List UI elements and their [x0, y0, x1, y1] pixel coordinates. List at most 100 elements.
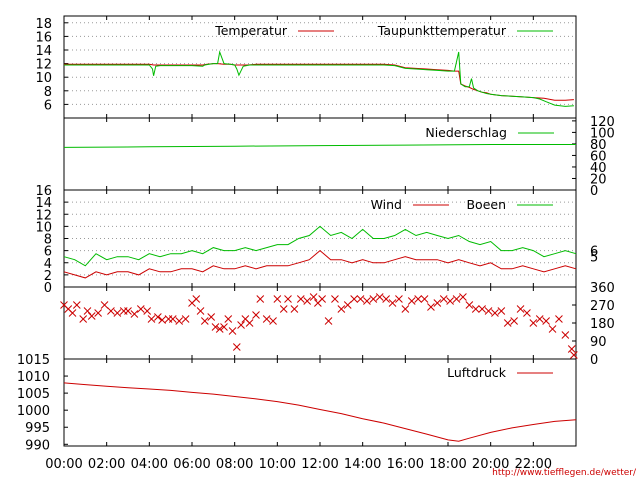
- data-point-stroke: [375, 293, 384, 301]
- x-tick-label: 10:00: [259, 457, 296, 472]
- data-point-stroke: [324, 317, 333, 325]
- data-point-wind-direction: [407, 297, 416, 305]
- data-point-stroke: [510, 317, 518, 325]
- data-point-stroke: [154, 313, 162, 321]
- data-point-stroke: [228, 327, 237, 335]
- legend-temperatur-label: Temperatur: [214, 23, 288, 38]
- y-tick-label: 18: [35, 17, 52, 32]
- data-point-stroke: [83, 307, 92, 315]
- data-point-wind-direction: [290, 305, 299, 313]
- data-point-wind-direction: [395, 295, 403, 303]
- data-point-stroke: [207, 313, 216, 321]
- data-point-wind-direction: [181, 315, 190, 323]
- data-point-wind-direction: [478, 305, 486, 313]
- data-point-stroke: [414, 295, 422, 303]
- data-point-stroke: [147, 315, 156, 323]
- x-tick-label: 22:00: [515, 457, 552, 472]
- data-point-wind-direction: [232, 343, 241, 351]
- y-tick-label: 12: [35, 208, 52, 223]
- data-point-stroke: [211, 323, 220, 331]
- data-point-stroke: [478, 305, 486, 313]
- data-point-wind-direction: [324, 317, 333, 325]
- data-point-stroke: [296, 295, 305, 303]
- data-point-stroke: [196, 307, 205, 315]
- data-point-stroke: [548, 325, 557, 333]
- data-point-wind-direction: [309, 293, 318, 301]
- data-point-wind-direction: [388, 299, 397, 307]
- data-point-stroke: [72, 301, 81, 309]
- x-tick-label: 08:00: [216, 457, 253, 472]
- data-point-stroke: [113, 309, 122, 317]
- data-point-stroke: [401, 305, 410, 313]
- data-point-stroke: [471, 305, 480, 313]
- data-point-wind-direction: [427, 303, 435, 311]
- data-point-wind-direction: [237, 321, 245, 329]
- data-point-wind-direction: [175, 317, 184, 325]
- data-point-wind-direction: [168, 315, 177, 323]
- data-point-stroke: [68, 309, 77, 317]
- data-point-wind-direction: [72, 301, 81, 309]
- y-tick-label: 1015: [17, 353, 50, 368]
- data-point-stroke: [516, 305, 525, 313]
- y-tick-label-right: 180: [590, 317, 615, 332]
- y-tick-label: 10: [35, 220, 52, 235]
- data-point-stroke: [570, 351, 578, 359]
- data-point-wind-direction: [158, 316, 166, 324]
- data-point-wind-direction: [130, 310, 139, 318]
- data-point-wind-direction: [350, 295, 358, 303]
- data-point-wind-direction: [79, 315, 88, 323]
- data-point-stroke: [331, 295, 339, 303]
- x-tick-label: 20:00: [472, 457, 509, 472]
- data-point-wind-direction: [570, 351, 578, 359]
- panel-frame-4: [63, 286, 577, 360]
- data-point-wind-direction: [535, 315, 544, 323]
- data-point-wind-direction: [375, 293, 384, 301]
- data-point-stroke: [60, 301, 68, 309]
- data-point-stroke: [262, 315, 271, 323]
- legend-wind-label: Wind: [371, 197, 402, 212]
- data-point-wind-direction: [124, 307, 132, 315]
- data-point-stroke: [175, 317, 184, 325]
- y-tick-label: 4: [44, 257, 52, 272]
- data-point-stroke: [136, 305, 145, 313]
- data-point-wind-direction: [510, 317, 518, 325]
- y-tick-label-right: 90: [590, 335, 607, 350]
- data-point-stroke: [523, 309, 531, 317]
- data-point-stroke: [309, 293, 318, 301]
- data-point-wind-direction: [343, 301, 352, 309]
- data-point-stroke: [555, 315, 563, 323]
- data-point-wind-direction: [542, 317, 550, 325]
- data-point-stroke: [427, 303, 435, 311]
- data-point-stroke: [337, 305, 346, 313]
- y-tick-label-right: 6: [590, 245, 598, 260]
- data-point-stroke: [542, 317, 550, 325]
- y-tick-label: 990: [25, 438, 50, 453]
- data-point-wind-direction: [87, 312, 96, 320]
- data-point-stroke: [363, 297, 371, 305]
- data-point-wind-direction: [273, 295, 282, 303]
- y-tick-label: 1005: [17, 387, 50, 402]
- data-point-wind-direction: [196, 307, 205, 315]
- x-tick-label: 02:00: [88, 457, 125, 472]
- x-tick-label: 14:00: [344, 457, 381, 472]
- data-point-wind-direction: [143, 307, 152, 315]
- data-point-wind-direction: [107, 307, 115, 315]
- data-point-wind-direction: [262, 315, 271, 323]
- legend-luftdruck-label: Luftdruck: [447, 365, 507, 380]
- y-tick-label: 8: [44, 85, 52, 100]
- data-point-stroke: [64, 305, 73, 313]
- data-point-stroke: [529, 319, 538, 327]
- data-point-wind-direction: [497, 307, 506, 315]
- y-tick-label-right: 80: [590, 138, 607, 153]
- data-point-stroke: [439, 295, 448, 303]
- data-point-stroke: [94, 309, 102, 317]
- legend-taupunkttemperatur-label: Taupunkttemperatur: [377, 23, 507, 38]
- data-point-wind-direction: [154, 313, 162, 321]
- data-point-stroke: [100, 301, 109, 309]
- y-tick-label: 14: [35, 44, 52, 59]
- data-point-wind-direction: [147, 315, 156, 323]
- data-point-stroke: [452, 295, 461, 303]
- data-point-wind-direction: [471, 305, 480, 313]
- data-point-wind-direction: [465, 301, 474, 309]
- data-point-stroke: [245, 319, 254, 327]
